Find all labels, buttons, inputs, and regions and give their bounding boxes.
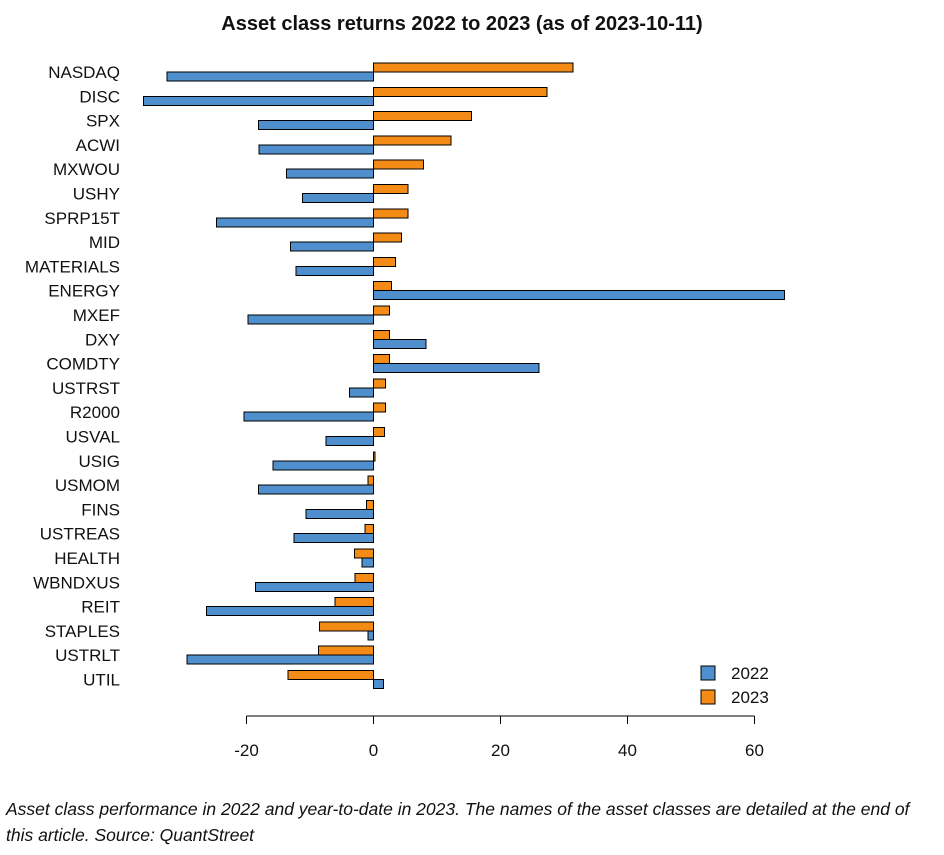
category-label: ACWI [76, 136, 120, 155]
bar-2022-nasdaq [166, 71, 374, 82]
bar-2022-mxef [247, 314, 375, 325]
bar-2023-dxy [373, 329, 390, 340]
bar-2022-fins [305, 508, 374, 519]
category-label: USHY [73, 185, 120, 204]
bar-2023-ustrst [373, 378, 387, 389]
chart-title: Asset class returns 2022 to 2023 (as of … [221, 13, 702, 35]
category-label: USMOM [55, 476, 120, 495]
bar-2023-usmom [367, 475, 375, 486]
category-label: MXEF [73, 306, 120, 325]
category-label: USTRLT [55, 646, 120, 665]
category-label: USVAL [66, 428, 121, 447]
bar-2022-usmom [258, 484, 374, 495]
category-label: ENERGY [48, 282, 120, 301]
category-labels: NASDAQ DISC SPX ACWI MXWOU USHY SPRP15T MID MATE… [25, 63, 120, 690]
bar-2023-comdty [373, 354, 390, 365]
category-label: HEALTH [54, 549, 120, 568]
bar-2022-ustrlt [186, 654, 374, 665]
bar-2023-mxef [373, 305, 390, 316]
bar-2022-materials [295, 265, 374, 276]
category-label: SPRP15T [44, 209, 120, 228]
legend-label-2023: 2023 [731, 688, 769, 707]
x-tick-label: 40 [618, 741, 637, 760]
bar-2023-sprp15t [373, 208, 409, 219]
bar-2022-ustreas [293, 533, 374, 544]
category-label: STAPLES [45, 622, 120, 641]
bar-2022-energy [373, 290, 785, 301]
category-label: UTIL [83, 671, 120, 690]
legend-swatch-2022 [700, 665, 716, 681]
bar-2023-spx [373, 111, 472, 122]
category-label: FINS [81, 500, 120, 519]
bar-2023-usig [373, 451, 376, 462]
bar-2023-ushy [373, 184, 409, 194]
bar-2023-fins [366, 499, 375, 510]
bar-chart: Asset class returns 2022 to 2023 (as of … [25, 13, 785, 760]
bar-2022-ustrst [348, 387, 374, 398]
bar-2023-staples [319, 621, 374, 632]
bar-2023-wbndxus [354, 572, 374, 583]
category-label: DXY [85, 330, 120, 349]
category-label: MATERIALS [25, 257, 120, 276]
bar-2022-util [373, 679, 385, 689]
bar-2022-disc [143, 95, 374, 106]
bar-2023-acwi [373, 135, 452, 146]
bar-2023-health [353, 548, 375, 559]
bar-2023-disc [373, 86, 548, 97]
bar-2023-ustrlt [317, 645, 375, 656]
bar-2022-comdty [373, 363, 540, 374]
bar-2023-r2000 [373, 402, 387, 413]
bar-2022-usval [325, 436, 374, 446]
category-label: MID [89, 233, 120, 252]
category-label: USTRST [52, 379, 120, 398]
bar-2023-materials [373, 256, 397, 267]
bar-2022-staples [367, 630, 375, 641]
x-tick-label: -20 [234, 741, 259, 760]
bar-2023-mxwou [373, 159, 425, 170]
bar-2022-sprp15t [216, 217, 374, 228]
bar-2022-r2000 [243, 411, 374, 422]
bars-layer [143, 62, 785, 689]
bar-2022-reit [205, 606, 374, 617]
category-label: USTREAS [40, 525, 120, 544]
bar-2022-health [361, 557, 375, 568]
bar-2023-ustreas [364, 524, 374, 535]
bar-2023-nasdaq [373, 62, 574, 73]
bar-2023-usval [373, 427, 385, 437]
category-label: NASDAQ [48, 63, 120, 82]
bar-2022-dxy [373, 338, 427, 349]
bar-2023-util [287, 670, 374, 680]
category-label: R2000 [70, 403, 120, 422]
bar-2023-energy [373, 281, 392, 292]
x-tick-label: 0 [369, 741, 378, 760]
bar-2022-spx [258, 120, 374, 131]
bar-2022-ushy [301, 193, 375, 203]
bar-2022-mxwou [286, 168, 375, 179]
bar-2022-mid [289, 241, 374, 252]
legend: 2022 2023 [700, 664, 769, 707]
x-tick-label: 60 [745, 741, 764, 760]
bar-2022-wbndxus [254, 581, 374, 592]
category-label: REIT [81, 598, 120, 617]
category-label: DISC [79, 87, 120, 106]
bar-2022-acwi [258, 144, 375, 155]
category-label: USIG [78, 452, 120, 471]
legend-label-2022: 2022 [731, 664, 769, 683]
bar-2023-reit [334, 597, 375, 608]
category-label: WBNDXUS [33, 573, 120, 592]
x-axis: -20 0 20 40 60 [234, 715, 764, 760]
category-label: SPX [86, 112, 120, 131]
x-tick-label: 20 [491, 741, 510, 760]
category-label: MXWOU [53, 160, 120, 179]
bar-2023-mid [373, 232, 402, 243]
bar-2022-usig [272, 460, 375, 471]
legend-swatch-2023 [700, 689, 716, 705]
figure-caption: Asset class performance in 2022 and year… [6, 799, 910, 845]
category-label: COMDTY [46, 355, 120, 374]
